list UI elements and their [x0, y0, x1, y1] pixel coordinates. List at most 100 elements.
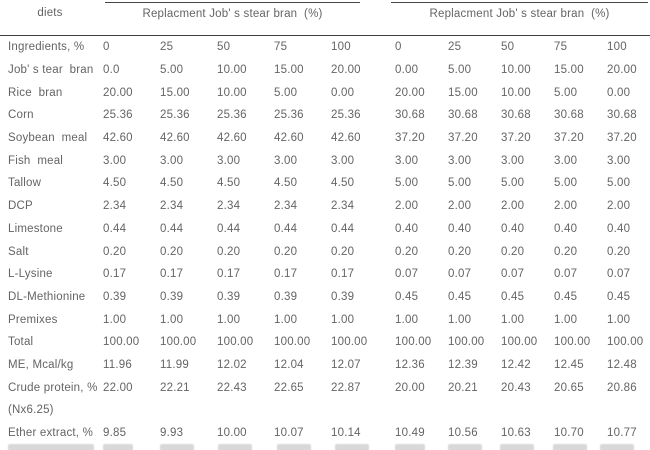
value-cell: 0.00 — [607, 86, 631, 99]
value-cell: 0.39 — [103, 290, 127, 303]
table-row: Job' s tear bran 0.0 5.00 10.00 15.00 20.00 0.… — [0, 59, 650, 82]
value-cell — [491, 399, 544, 422]
truncated-text-smudge — [600, 444, 634, 450]
table-body: Ingredients, % 0 25 50 75 100 0 25 50 75 100 Job' s… — [0, 36, 650, 445]
value-cell: 1.00 — [103, 313, 127, 326]
value-cell: 0.39 — [331, 290, 355, 303]
value-cell: 1.00 — [554, 313, 578, 326]
row-label: Tallow — [8, 177, 42, 190]
value-cell: 0.39 — [274, 290, 298, 303]
value-cell — [328, 399, 385, 422]
value-cell: 2.34 — [103, 200, 127, 213]
value-cell: 37.20 — [554, 132, 584, 145]
value-cell: 5.00 — [554, 86, 578, 99]
value-cell: 0.39 — [160, 290, 184, 303]
value-cell: 3.00 — [103, 154, 127, 167]
truncated-text-smudge — [395, 444, 425, 450]
value-cell: 0.20 — [331, 245, 355, 258]
table-row: Limestone 0.44 0.44 0.44 0.44 0.44 0.40 0.40 0.4… — [0, 218, 650, 241]
row-label: DL-Methionine — [8, 290, 86, 303]
value-cell: 9.85 — [103, 427, 127, 440]
value-cell: 30.68 — [554, 109, 584, 122]
value-cell: 5.00 — [448, 177, 472, 190]
value-cell — [438, 399, 491, 422]
value-cell: 30.68 — [501, 109, 531, 122]
table-row: (Nx6.25) — [0, 399, 650, 422]
table-row: ME, Mcal/kg 11.96 11.99 12.02 12.04 12.07 12.3… — [0, 354, 650, 377]
value-cell: 25 — [448, 41, 462, 54]
value-cell: 4.50 — [160, 177, 184, 190]
value-cell: 20.00 — [607, 64, 637, 77]
value-cell: 3.00 — [217, 154, 241, 167]
value-cell: 0.20 — [501, 245, 525, 258]
value-cell: 42.60 — [217, 132, 247, 145]
value-cell: 0.20 — [274, 245, 298, 258]
value-cell — [597, 399, 650, 422]
value-cell: 50 — [217, 41, 231, 54]
value-cell: 22.87 — [331, 381, 361, 394]
table-row: Tallow 4.50 4.50 4.50 4.50 4.50 5.00 5.00 5.00 5.… — [0, 172, 650, 195]
value-cell: 0.45 — [501, 290, 525, 303]
value-cell: 12.42 — [501, 358, 531, 371]
value-cell: 25.36 — [103, 109, 133, 122]
value-cell: 0.07 — [501, 268, 525, 281]
value-cell: 15.00 — [274, 64, 304, 77]
value-cell: 0.17 — [103, 268, 127, 281]
truncated-text-smudge — [218, 444, 252, 450]
value-cell: 10.00 — [217, 86, 247, 99]
value-cell: 0.20 — [448, 245, 472, 258]
value-cell: 42.60 — [103, 132, 133, 145]
value-cell: 10.00 — [501, 64, 531, 77]
truncated-text-smudge — [277, 444, 311, 450]
value-cell: 10.77 — [607, 427, 637, 440]
value-cell: 5.00 — [448, 64, 472, 77]
table-row: Soybean meal 42.60 42.60 42.60 42.60 42.60 37.… — [0, 127, 650, 150]
value-cell: 0.39 — [217, 290, 241, 303]
value-cell: 10.00 — [217, 427, 247, 440]
right-group-title: Replacment Job' s stear bran (%) — [391, 2, 649, 20]
value-cell — [214, 399, 271, 422]
value-cell: 0.40 — [501, 222, 525, 235]
value-cell: 12.07 — [331, 358, 361, 371]
value-cell: 0.44 — [274, 222, 298, 235]
value-cell: 0.44 — [217, 222, 241, 235]
table-row: Premixes 1.00 1.00 1.00 1.00 1.00 1.00 1.00 1.00… — [0, 308, 650, 331]
value-cell: 20.00 — [331, 64, 361, 77]
value-cell: 3.00 — [607, 154, 631, 167]
row-label: Total — [8, 336, 34, 349]
value-cell: 0.44 — [331, 222, 355, 235]
value-cell: 100.00 — [607, 336, 644, 349]
value-cell: 3.00 — [554, 154, 578, 167]
row-label: Job' s tear bran — [8, 64, 94, 77]
value-cell: 0.17 — [331, 268, 355, 281]
value-cell: 25.36 — [217, 109, 247, 122]
truncated-text-smudge — [448, 444, 482, 450]
value-cell: 12.48 — [607, 358, 637, 371]
value-cell: 10.07 — [274, 427, 304, 440]
value-cell: 12.39 — [448, 358, 478, 371]
value-cell: 0.45 — [554, 290, 578, 303]
left-group-title: Replacment Job' s stear bran (%) — [105, 2, 361, 20]
value-cell: 0.0 — [103, 64, 120, 77]
value-cell: 37.20 — [448, 132, 478, 145]
value-cell: 0.20 — [217, 245, 241, 258]
value-cell: 0.17 — [160, 268, 184, 281]
value-cell: 1.00 — [448, 313, 472, 326]
value-cell: 2.00 — [554, 200, 578, 213]
value-cell: 15.00 — [554, 64, 584, 77]
value-cell: 20.21 — [448, 381, 478, 394]
truncated-text-smudge — [500, 444, 534, 450]
left-group-header: Replacment Job' s stear bran (%) — [100, 0, 386, 36]
value-cell: 10.00 — [501, 86, 531, 99]
value-cell: 10.70 — [554, 427, 584, 440]
value-cell: 5.00 — [607, 177, 631, 190]
value-cell: 3.00 — [274, 154, 298, 167]
value-cell: 42.60 — [160, 132, 190, 145]
value-cell: 9.93 — [160, 427, 184, 440]
value-cell: 22.21 — [160, 381, 190, 394]
value-cell: 20.00 — [103, 86, 133, 99]
value-cell: 11.96 — [103, 358, 132, 371]
corner-label: diets — [0, 0, 100, 36]
